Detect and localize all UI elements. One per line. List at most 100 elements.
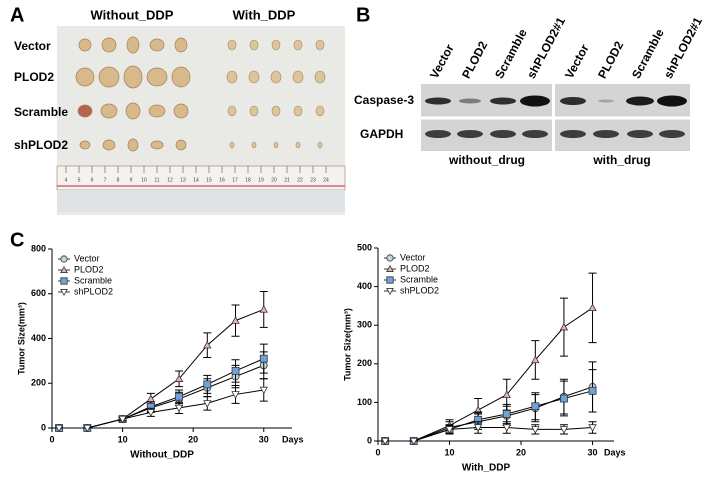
y-axis-label: Tumor Size(mm³) [342, 308, 352, 381]
tumor [75, 67, 95, 87]
tumor [271, 39, 281, 51]
data-point [531, 402, 540, 411]
x-tick-label: 30 [588, 447, 598, 457]
tumor [148, 104, 166, 118]
tumor [314, 70, 326, 84]
tumor [77, 104, 93, 118]
legend-label: PLOD2 [74, 264, 104, 274]
data-point [83, 424, 92, 433]
x-unit-label: Days [282, 434, 304, 444]
series-line [385, 307, 593, 442]
row-label: Scramble [14, 105, 68, 119]
band [657, 95, 687, 107]
tumor [317, 141, 323, 149]
column-label: Without_DDP [91, 7, 174, 22]
lane-label: Vector [562, 42, 592, 81]
data-point [445, 426, 454, 434]
data-point [231, 367, 240, 375]
ruler-number: 9 [130, 177, 133, 183]
data-point [588, 303, 597, 312]
group-label: without_drug [448, 153, 525, 167]
y-tick-label: 400 [357, 281, 372, 291]
tumor [171, 66, 191, 88]
y-tick-label: 200 [357, 358, 372, 368]
data-point [231, 316, 240, 324]
ruler-number: 15 [206, 177, 212, 183]
band [490, 130, 516, 138]
y-tick-label: 600 [31, 288, 46, 298]
tumor [229, 141, 235, 149]
legend-label: Vector [74, 253, 100, 263]
data-point [531, 426, 540, 434]
data-point [588, 386, 597, 395]
data-point [473, 424, 483, 432]
tumor [227, 105, 237, 117]
ruler-number: 23 [310, 177, 316, 183]
column-label: With_DDP [233, 7, 296, 22]
tumor [248, 70, 260, 84]
tumor [127, 138, 139, 152]
ruler-number: 7 [104, 177, 107, 183]
data-point [380, 437, 390, 446]
tumor [270, 70, 282, 84]
band [598, 99, 614, 103]
tumor [293, 105, 303, 117]
data-point [203, 380, 212, 389]
tumor [273, 141, 279, 149]
legend-marker [60, 277, 68, 285]
tumor [102, 139, 116, 151]
x-unit-label: Days [604, 447, 626, 457]
data-point [588, 424, 597, 432]
tumor [126, 36, 140, 54]
tumor [98, 66, 120, 88]
lane-label: Vector [427, 42, 457, 81]
tumor [149, 38, 165, 52]
x-tick-label: 20 [188, 434, 198, 444]
data-point [259, 354, 268, 363]
ruler-number: 8 [117, 177, 120, 183]
data-point [531, 355, 540, 364]
x-tick-label: 0 [375, 447, 380, 457]
ruler-number: 22 [297, 177, 303, 183]
data-point [146, 394, 156, 403]
tumor [123, 65, 143, 89]
band [459, 98, 481, 104]
legend-label: PLOD2 [400, 263, 430, 273]
data-point [259, 386, 268, 395]
data-point [118, 415, 127, 424]
tumor [315, 39, 325, 51]
ruler-number: 6 [91, 177, 94, 183]
tumor [249, 105, 259, 117]
band [425, 97, 451, 105]
legend-label: Scramble [400, 274, 438, 284]
legend-marker [386, 254, 394, 262]
lane-label: PLOD2 [459, 39, 490, 81]
band [522, 130, 548, 138]
ruler-number: 12 [167, 177, 173, 183]
ruler-number: 13 [180, 177, 186, 183]
ruler-number: 16 [219, 177, 225, 183]
tumor [150, 140, 164, 150]
data-point [559, 426, 569, 434]
x-tick-label: 0 [49, 434, 54, 444]
data-point [502, 424, 511, 432]
lane-label: shPLOD2#1 [524, 15, 568, 81]
x-tick-label: 10 [118, 434, 128, 444]
band [425, 130, 451, 138]
tumor [293, 39, 303, 51]
x-tick-label: 30 [259, 434, 269, 444]
tumor [315, 105, 325, 117]
ruler-number: 18 [245, 177, 251, 183]
y-tick-label: 300 [357, 320, 372, 330]
ruler-number: 11 [154, 177, 159, 183]
y-tick-label: 800 [31, 243, 46, 253]
ruler-number: 17 [232, 177, 238, 183]
row-label: shPLOD2 [14, 138, 68, 152]
tumor [146, 67, 168, 87]
y-tick-label: 400 [31, 333, 46, 343]
data-point [409, 437, 418, 446]
band [520, 95, 550, 107]
legend-label: Scramble [74, 275, 112, 285]
tumor [173, 103, 189, 119]
